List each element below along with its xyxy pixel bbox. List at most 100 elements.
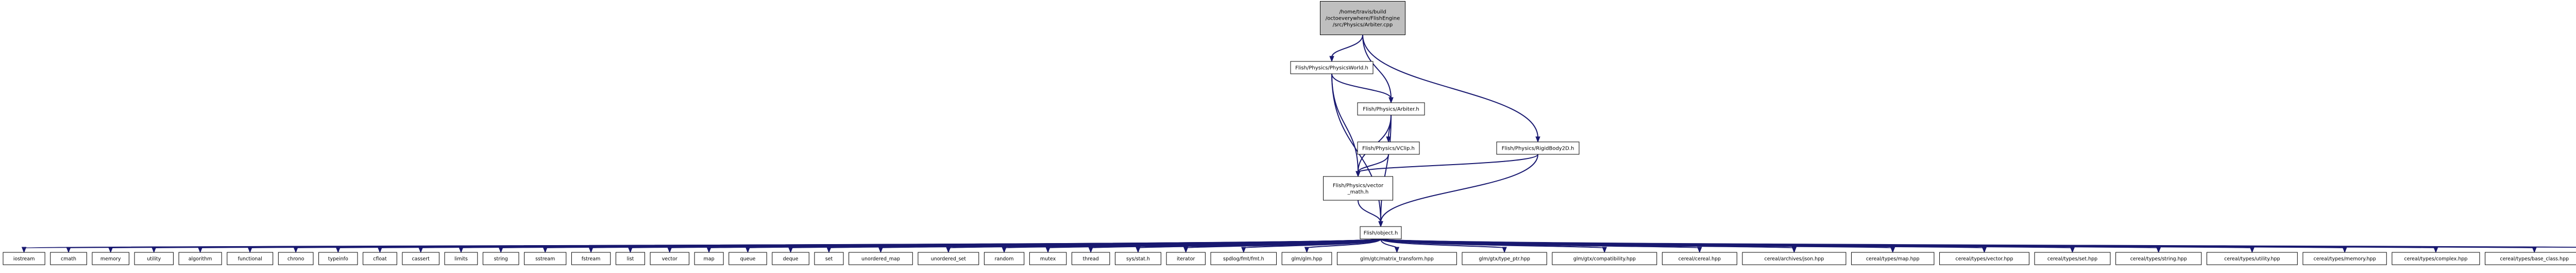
node-l24[interactable]: thread — [1071, 252, 1110, 265]
node-box-l39[interactable] — [2302, 252, 2387, 265]
node-box-l23[interactable] — [1029, 252, 1067, 265]
node-box-l5[interactable] — [227, 252, 274, 265]
node-box-l10[interactable] — [444, 252, 478, 265]
node-box-vclip[interactable] — [1357, 141, 1420, 155]
node-box-l6[interactable] — [278, 252, 314, 265]
node-box-l19[interactable] — [814, 252, 844, 265]
node-vectormath[interactable]: Flish/Physics/vector_math.h — [1323, 176, 1393, 201]
node-l27[interactable]: spdlog/fmt/fmt.h — [1210, 252, 1277, 265]
node-box-l14[interactable] — [615, 252, 645, 265]
node-l35[interactable]: cereal/types/vector.hpp — [1939, 252, 2030, 265]
node-l14[interactable]: list — [615, 252, 645, 265]
node-box-l1[interactable] — [50, 252, 87, 265]
node-l2[interactable]: memory — [92, 252, 129, 265]
node-box-l15[interactable] — [650, 252, 689, 265]
node-box-arbiter[interactable] — [1357, 102, 1425, 116]
node-box-l41[interactable] — [2485, 252, 2576, 265]
node-box-l35[interactable] — [1939, 252, 2030, 265]
node-box-object[interactable] — [1360, 226, 1402, 239]
node-l0[interactable]: iostream — [3, 252, 45, 265]
node-box-l24[interactable] — [1071, 252, 1110, 265]
node-box-l26[interactable] — [1166, 252, 1206, 265]
node-l4[interactable]: algorithm — [178, 252, 222, 265]
node-l8[interactable]: cfloat — [363, 252, 397, 265]
node-box-l28[interactable] — [1281, 252, 1332, 265]
node-box-l2[interactable] — [92, 252, 129, 265]
node-box-l37[interactable] — [2115, 252, 2202, 265]
node-box-l7[interactable] — [318, 252, 358, 265]
node-l22[interactable]: random — [984, 252, 1025, 265]
node-l33[interactable]: cereal/archives/json.hpp — [1742, 252, 1846, 265]
node-box-l20[interactable] — [849, 252, 913, 265]
node-l28[interactable]: glm/glm.hpp — [1281, 252, 1332, 265]
node-l31[interactable]: glm/gtx/compatibility.hpp — [1552, 252, 1657, 265]
node-l7[interactable]: typeinfo — [318, 252, 358, 265]
node-box-l38[interactable] — [2206, 252, 2298, 265]
node-l9[interactable]: cassert — [402, 252, 439, 265]
node-box-l40[interactable] — [2392, 252, 2480, 265]
node-box-l31[interactable] — [1552, 252, 1657, 265]
node-l40[interactable]: cereal/types/complex.hpp — [2392, 252, 2480, 265]
node-l12[interactable]: sstream — [524, 252, 567, 265]
node-box-physicsworld[interactable] — [1290, 61, 1374, 74]
node-l19[interactable]: set — [814, 252, 844, 265]
node-box-l30[interactable] — [1462, 252, 1547, 265]
node-box-l16[interactable] — [694, 252, 724, 265]
node-l41[interactable]: cereal/types/base_class.hpp — [2485, 252, 2576, 265]
node-l1[interactable]: cmath — [50, 252, 87, 265]
node-box-l3[interactable] — [134, 252, 174, 265]
node-root[interactable]: /home/travis/build/octoeverywhere/FlishE… — [1320, 1, 1405, 35]
node-box-l0[interactable] — [3, 252, 45, 265]
node-l21[interactable]: unordered_set — [918, 252, 979, 265]
node-l6[interactable]: chrono — [278, 252, 314, 265]
node-box-root[interactable] — [1320, 1, 1405, 35]
node-box-l11[interactable] — [482, 252, 519, 265]
node-l39[interactable]: cereal/types/memory.hpp — [2302, 252, 2387, 265]
node-l30[interactable]: glm/gtx/type_ptr.hpp — [1462, 252, 1547, 265]
node-l16[interactable]: map — [694, 252, 724, 265]
node-l11[interactable]: string — [482, 252, 519, 265]
edge-arrow-object-to-l11 — [498, 247, 503, 253]
node-box-l32[interactable] — [1662, 252, 1737, 265]
node-l17[interactable]: queue — [728, 252, 767, 265]
node-l38[interactable]: cereal/types/utility.hpp — [2206, 252, 2298, 265]
node-box-l13[interactable] — [571, 252, 611, 265]
node-l34[interactable]: cereal/types/map.hpp — [1851, 252, 1935, 265]
node-object[interactable]: Flish/object.h — [1360, 226, 1402, 239]
node-box-l29[interactable] — [1336, 252, 1457, 265]
node-box-l8[interactable] — [363, 252, 397, 265]
node-rigidbody[interactable]: Flish/Physics/RigidBody2D.h — [1496, 141, 1580, 155]
node-l36[interactable]: cereal/types/set.hpp — [2034, 252, 2111, 265]
node-box-l12[interactable] — [524, 252, 567, 265]
node-box-l18[interactable] — [772, 252, 809, 265]
node-vclip[interactable]: Flish/Physics/VClip.h — [1357, 141, 1420, 155]
node-box-l36[interactable] — [2034, 252, 2111, 265]
node-box-l9[interactable] — [402, 252, 439, 265]
node-physicsworld[interactable]: Flish/Physics/PhysicsWorld.h — [1290, 61, 1374, 74]
node-box-l33[interactable] — [1742, 252, 1846, 265]
node-l3[interactable]: utility — [134, 252, 174, 265]
node-box-l21[interactable] — [918, 252, 979, 265]
node-box-l17[interactable] — [728, 252, 767, 265]
node-l23[interactable]: mutex — [1029, 252, 1067, 265]
node-box-l4[interactable] — [178, 252, 222, 265]
node-box-l22[interactable] — [984, 252, 1025, 265]
node-l18[interactable]: deque — [772, 252, 809, 265]
edge-arrow-object-to-l17 — [745, 247, 751, 253]
node-box-l34[interactable] — [1851, 252, 1935, 265]
node-l15[interactable]: vector — [650, 252, 689, 265]
node-l13[interactable]: fstream — [571, 252, 611, 265]
node-l25[interactable]: sys/stat.h — [1115, 252, 1161, 265]
node-box-rigidbody[interactable] — [1496, 141, 1580, 155]
node-l29[interactable]: glm/gtc/matrix_transform.hpp — [1336, 252, 1457, 265]
node-l37[interactable]: cereal/types/string.hpp — [2115, 252, 2202, 265]
node-box-l25[interactable] — [1115, 252, 1161, 265]
node-arbiter[interactable]: Flish/Physics/Arbiter.h — [1357, 102, 1425, 116]
node-l32[interactable]: cereal/cereal.hpp — [1662, 252, 1737, 265]
node-box-l27[interactable] — [1210, 252, 1277, 265]
node-l20[interactable]: unordered_map — [849, 252, 913, 265]
node-l26[interactable]: iterator — [1166, 252, 1206, 265]
node-l5[interactable]: functional — [227, 252, 274, 265]
node-l10[interactable]: limits — [444, 252, 478, 265]
node-box-vectormath[interactable] — [1323, 176, 1393, 201]
